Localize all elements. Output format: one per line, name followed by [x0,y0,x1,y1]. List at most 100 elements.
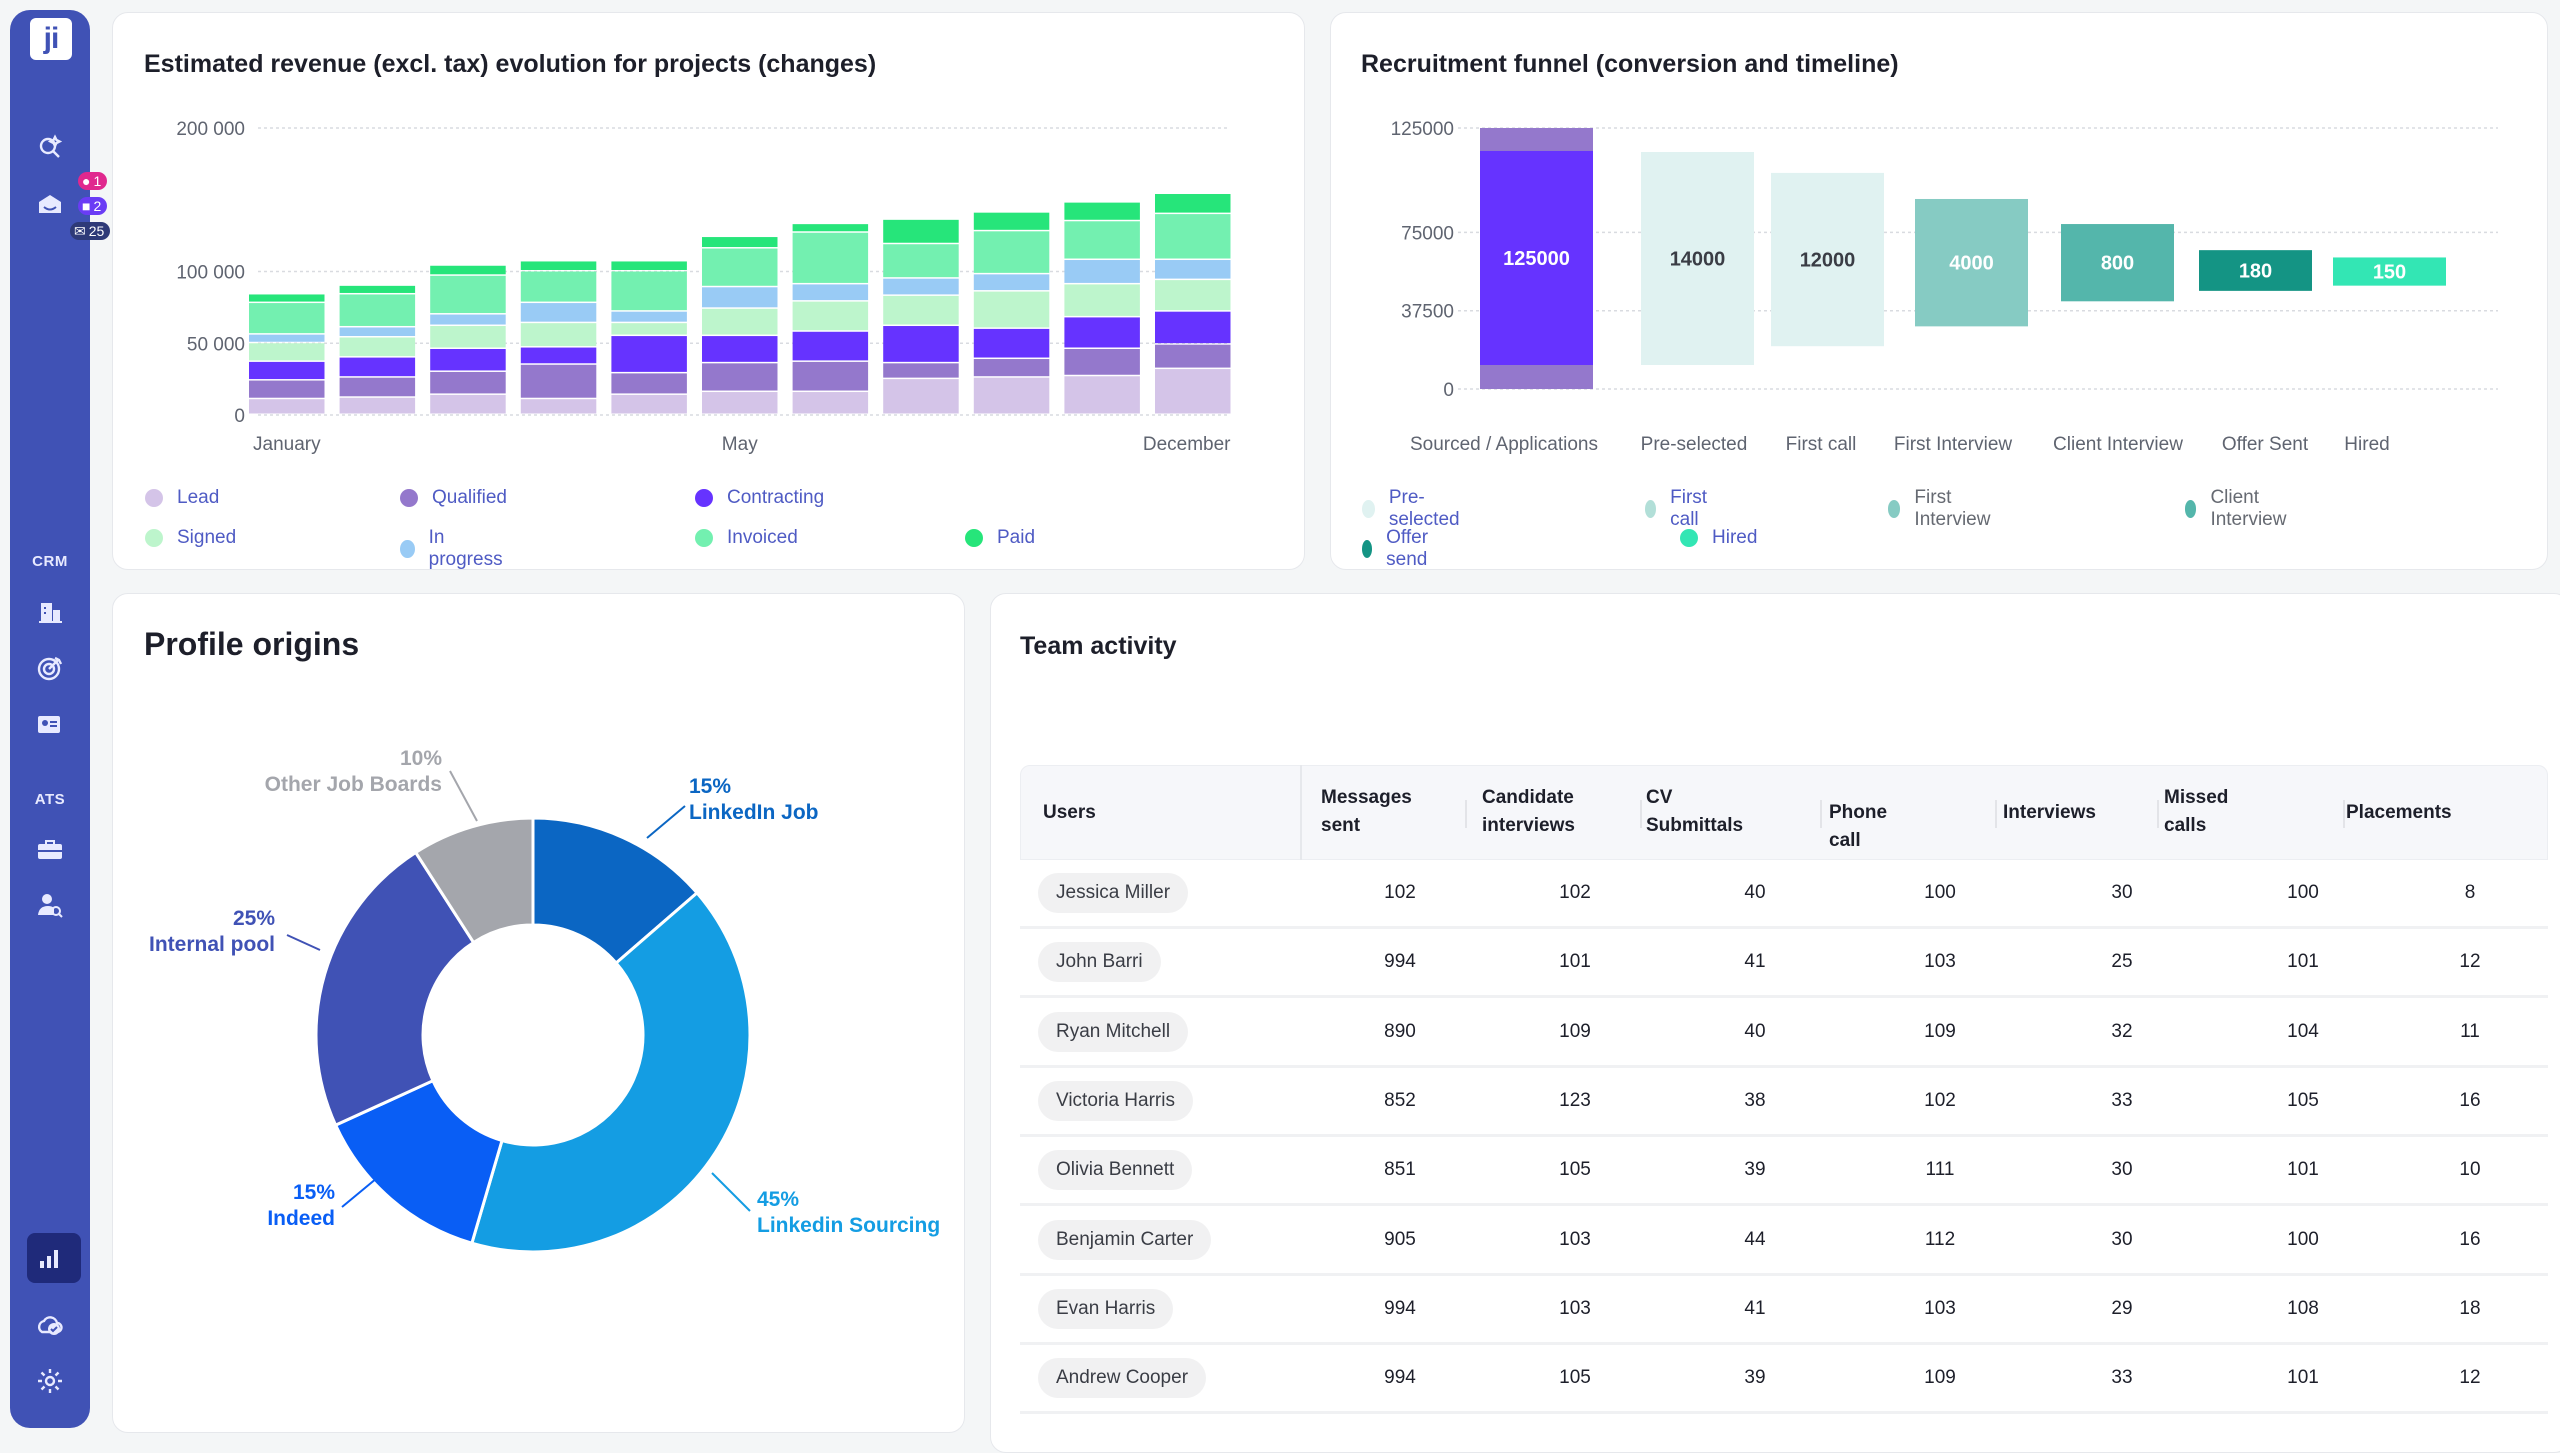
user-name-chip[interactable]: Evan Harris [1038,1288,1174,1329]
legend-item-lead[interactable]: Lead [145,487,219,509]
bar-segment-lead[interactable] [1155,369,1231,414]
user-name-chip[interactable]: John Barri [1038,942,1161,983]
bar-segment-invoiced[interactable] [249,303,325,334]
bar-segment-lead[interactable] [249,399,325,414]
bar-segment-qualified[interactable] [1155,344,1231,368]
bar-segment-signed[interactable] [339,337,416,357]
bar-segment-signed[interactable] [1155,280,1231,311]
bar-segment-contracting[interactable] [339,357,416,377]
bar-segment-qualified[interactable] [339,377,416,397]
legend-item-first-call[interactable]: First call [1645,487,1714,531]
bar-segment-lead[interactable] [973,377,1050,414]
bar-segment-contracting[interactable] [611,336,687,372]
user-search-icon[interactable] [35,890,65,920]
bar-segment-paid[interactable] [973,212,1050,230]
legend-item-paid[interactable]: Paid [965,527,1035,549]
bar-segment-lead[interactable] [339,397,416,414]
bar-segment-signed[interactable] [973,291,1050,328]
donut-slice-linkedin-sourcing[interactable] [470,890,752,1254]
bar-segment-contracting[interactable] [520,347,597,364]
legend-item-invoiced[interactable]: Invoiced [695,527,798,549]
bar-segment-in-progress[interactable] [430,314,506,325]
bar-segment-contracting[interactable] [1064,317,1140,348]
bar-segment-lead[interactable] [430,394,506,414]
bar-segment-signed[interactable] [883,295,959,325]
bar-segment-qualified[interactable] [973,359,1050,377]
bar-segment-lead[interactable] [611,394,687,414]
bar-segment-signed[interactable] [520,323,597,347]
bar-segment-contracting[interactable] [883,326,959,362]
cloud-check-icon[interactable] [35,1310,65,1340]
bar-segment-paid[interactable] [520,261,597,270]
tasks-badge[interactable]: ■ 2 [78,197,108,215]
funnel-bar[interactable] [1915,198,2028,327]
bar-segment-qualified[interactable] [611,373,687,394]
bar-segment-invoiced[interactable] [611,271,687,311]
column-header[interactable]: Placements [2346,799,2452,827]
user-name-chip[interactable]: Andrew Cooper [1038,1358,1207,1399]
bar-segment-invoiced[interactable] [1155,214,1231,259]
column-header[interactable]: Interviews [2003,799,2096,827]
notifications-badge[interactable]: ● 1 [78,172,108,190]
bar-segment-invoiced[interactable] [973,231,1050,273]
user-name-chip[interactable]: Ryan Mitchell [1038,1011,1189,1052]
bar-segment-qualified[interactable] [520,364,597,398]
bar-segment-lead[interactable] [1064,376,1140,414]
bar-segment-in-progress[interactable] [973,274,1050,291]
bar-segment-in-progress[interactable] [792,284,869,301]
bar-segment-signed[interactable] [1064,284,1140,316]
donut-slice-indeed[interactable] [333,1078,504,1246]
bar-segment-contracting[interactable] [249,361,325,380]
funnel-bar[interactable] [1771,172,1884,347]
bar-segment-lead[interactable] [702,392,778,414]
building-icon[interactable] [35,597,65,627]
bar-segment-signed[interactable] [611,323,687,335]
legend-item-signed[interactable]: Signed [145,527,236,549]
legend-item-client-interview[interactable]: Client Interview [2185,487,2293,531]
bar-segment-in-progress[interactable] [339,327,416,337]
bar-segment-paid[interactable] [883,219,959,243]
bar-segment-qualified[interactable] [430,371,506,394]
bar-segment-in-progress[interactable] [1155,260,1231,279]
bar-segment-lead[interactable] [520,399,597,414]
bar-segment-contracting[interactable] [973,328,1050,358]
bar-segment-lead[interactable] [883,379,959,414]
bar-segment-signed[interactable] [430,326,506,348]
funnel-bar[interactable] [2199,250,2312,291]
funnel-bar[interactable] [2333,257,2446,286]
legend-item-qualified[interactable]: Qualified [400,487,507,509]
bar-segment-paid[interactable] [339,285,416,293]
bar-segment-qualified[interactable] [792,361,869,391]
bar-segment-contracting[interactable] [792,331,869,361]
column-header[interactable]: Messages sent [1321,784,1412,840]
column-header[interactable]: Phone call [1829,799,1887,855]
bar-segment-invoiced[interactable] [792,232,869,283]
bar-segment-qualified[interactable] [883,363,959,378]
bar-segment-lead[interactable] [792,392,869,414]
donut-slice-internal-pool[interactable] [314,850,476,1128]
bar-segment-contracting[interactable] [702,336,778,362]
bar-segment-paid[interactable] [792,224,869,232]
briefcase-icon[interactable] [35,835,65,865]
bar-segment-invoiced[interactable] [1064,221,1140,259]
bar-segment-paid[interactable] [249,294,325,302]
bar-segment-invoiced[interactable] [883,244,959,278]
legend-item-hired[interactable]: Hired [1680,527,1757,549]
bar-segment-in-progress[interactable] [702,287,778,308]
app-logo[interactable]: ji [30,18,72,60]
user-name-chip[interactable]: Olivia Bennett [1038,1150,1193,1191]
bar-segment-invoiced[interactable] [520,271,597,302]
gear-icon[interactable] [35,1366,65,1396]
bar-segment-in-progress[interactable] [249,334,325,342]
bar-segment-in-progress[interactable] [883,278,959,295]
messages-badge[interactable]: ✉ 25 [70,222,111,240]
bar-segment-in-progress[interactable] [520,303,597,322]
bar-segment-paid[interactable] [1064,202,1140,220]
column-header[interactable]: Candidate interviews [1482,784,1575,840]
bar-segment-invoiced[interactable] [339,294,416,326]
column-header[interactable]: Users [1043,799,1096,827]
legend-item-offer-send[interactable]: Offer send [1362,527,1436,571]
user-name-chip[interactable]: Jessica Miller [1038,873,1189,913]
bar-segment-paid[interactable] [1155,194,1231,213]
funnel-bar[interactable] [2061,224,2174,302]
